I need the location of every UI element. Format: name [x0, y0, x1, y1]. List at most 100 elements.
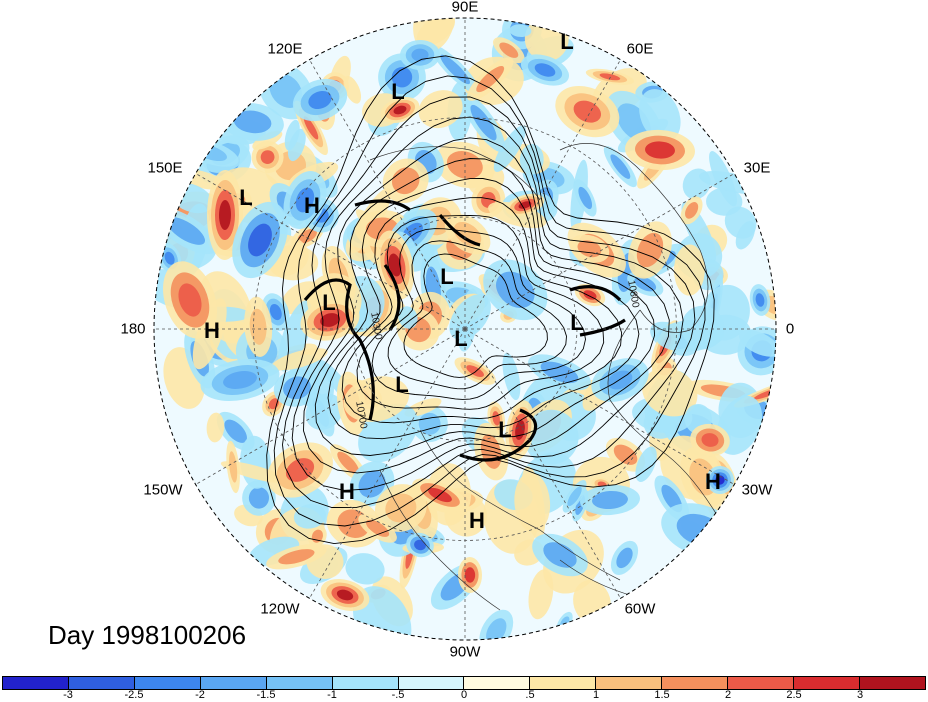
colorbar-tick-label: -3	[63, 689, 73, 701]
colorbar-swatch	[859, 677, 925, 689]
anomaly-patch	[178, 283, 202, 317]
low-pressure-marker: L	[440, 264, 454, 289]
longitude-label: 30W	[741, 481, 773, 499]
anomaly-patch	[639, 89, 681, 143]
colorbar-swatch	[134, 677, 201, 689]
map-boundary	[153, 17, 777, 641]
anomaly-patch	[248, 223, 272, 257]
polar-map	[153, 17, 777, 641]
anomaly-patch	[440, 54, 471, 85]
anomaly-patch	[224, 419, 247, 443]
anomaly-patch	[449, 294, 491, 340]
anomaly-patch	[358, 470, 386, 498]
day-label: Day 1998100206	[48, 620, 247, 650]
colorbar-swatch	[728, 677, 795, 689]
high-pressure-marker: H	[339, 479, 355, 504]
anomaly-patch	[523, 409, 579, 465]
low-pressure-marker: L	[395, 372, 409, 397]
anomaly-patch	[343, 75, 362, 104]
longitude-label: 120E	[267, 40, 303, 58]
anomaly-patch	[411, 48, 429, 62]
colorbar-tick-label: .5	[525, 689, 535, 701]
anomaly-patch	[414, 539, 426, 551]
longitude-label: 90E	[451, 0, 479, 16]
anomaly-patch	[685, 202, 699, 219]
colorbar-tick-label: 1.5	[654, 689, 670, 701]
anomaly-patch	[577, 240, 602, 258]
colorbar-tick-label: -1	[327, 689, 337, 701]
anomaly-patch	[320, 313, 340, 327]
anomaly-patch	[701, 433, 719, 447]
colorbar-swatch	[794, 677, 860, 689]
longitude-label: 150E	[147, 159, 183, 177]
anomaly-patch	[642, 367, 698, 417]
colorbar-tick-label: -.5	[391, 689, 405, 701]
longitude-label: 90W	[449, 643, 481, 661]
anomaly-patch	[616, 547, 633, 569]
anomaly-field	[154, 18, 776, 640]
high-pressure-marker: H	[204, 318, 220, 343]
longitude-label: 120W	[260, 600, 300, 618]
anomaly-patch	[164, 251, 175, 265]
anomaly-patch	[284, 119, 300, 151]
longitude-label: 60E	[626, 40, 654, 58]
colorbar-swatch	[332, 677, 399, 689]
anomaly-patch	[206, 412, 225, 443]
anomaly-patch	[192, 298, 227, 370]
graticule	[154, 18, 776, 640]
colorbar-swatch	[266, 677, 333, 689]
anomaly-patch	[166, 217, 206, 245]
anomaly-patch	[509, 24, 532, 37]
colorbar-tick-label: 2	[724, 689, 732, 701]
anomaly-patch	[345, 553, 385, 585]
colorbar	[2, 676, 926, 690]
anomaly-patch	[398, 306, 418, 329]
anomaly-patch	[337, 451, 360, 475]
anomaly-patch	[724, 206, 757, 239]
colorbar-swatch	[530, 677, 597, 689]
anomaly-patch	[229, 451, 238, 483]
anomaly-patch	[464, 567, 476, 583]
low-pressure-marker: L	[570, 310, 584, 335]
anomaly-patch	[518, 201, 532, 209]
colorbar-tick-label: 0	[460, 689, 468, 701]
anomaly-patch	[514, 472, 551, 533]
low-pressure-marker: L	[239, 185, 253, 210]
anomaly-patch	[636, 232, 664, 268]
anomaly-patch	[466, 365, 484, 378]
anomaly-patch	[303, 116, 319, 140]
anomaly-patch	[278, 549, 315, 565]
anomaly-patch	[218, 200, 232, 230]
anomaly-patch	[260, 150, 275, 165]
height-contours	[266, 55, 715, 545]
anomaly-patch	[755, 293, 765, 307]
anomaly-patch	[388, 253, 402, 277]
high-pressure-marker: H	[705, 469, 721, 494]
anomaly-patch	[540, 361, 579, 384]
anomaly-patch	[543, 542, 577, 568]
anomaly-patch	[223, 371, 257, 389]
anomaly-patch	[492, 411, 500, 426]
anomaly-patch	[416, 18, 456, 47]
anomaly-patch	[233, 110, 272, 134]
anomaly-patch	[295, 187, 315, 213]
anomaly-patch	[297, 228, 317, 244]
anomaly-patch	[592, 490, 628, 510]
colorbar-tick-label: 1	[592, 689, 600, 701]
anomaly-patch	[673, 244, 705, 296]
colorbar-tick-label: -1.5	[256, 689, 276, 701]
anomaly-patch	[271, 348, 328, 371]
anomaly-patch	[336, 589, 354, 601]
anomaly-patch	[470, 104, 497, 141]
anomaly-patch	[739, 329, 776, 357]
longitude-label: 180	[120, 320, 146, 338]
colorbar-swatch	[68, 677, 135, 689]
high-pressure-marker: H	[304, 193, 320, 218]
colorbar-swatch	[3, 677, 69, 689]
anomaly-patch	[583, 290, 597, 300]
anomaly-patch	[578, 186, 593, 210]
colorbar-swatch	[398, 677, 465, 689]
anomaly-patch	[248, 487, 270, 509]
anomaly-patch	[493, 125, 526, 172]
anomaly-patch	[573, 100, 602, 123]
